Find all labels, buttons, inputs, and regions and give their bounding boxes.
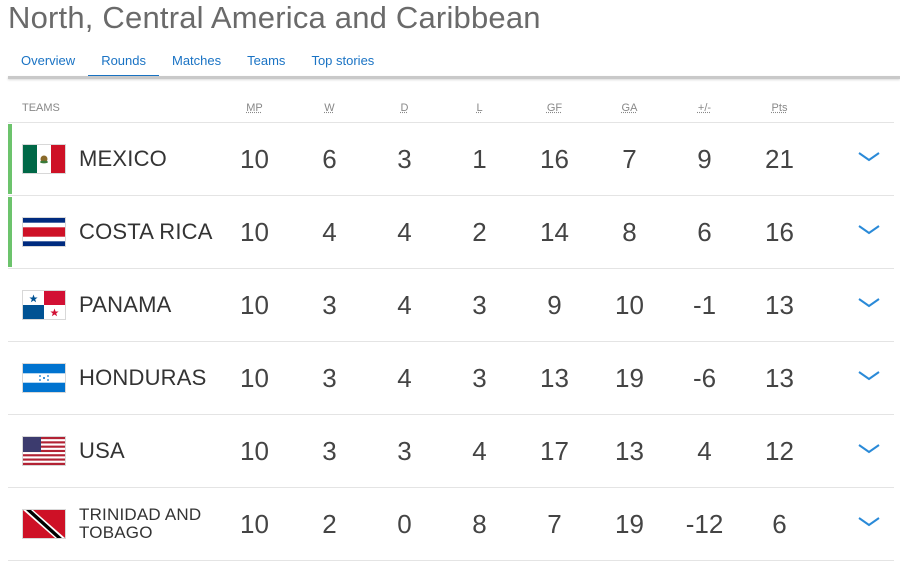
stat-gf: 9 xyxy=(547,289,562,320)
stat-pts: 13 xyxy=(765,289,794,320)
stat-ga: 10 xyxy=(615,289,644,320)
stat-gd: 9 xyxy=(697,143,712,174)
stat-mp: 10 xyxy=(240,289,269,320)
tab-teams[interactable]: Teams xyxy=(247,53,286,68)
stat-gf: 14 xyxy=(540,216,569,247)
stat-l: 3 xyxy=(472,362,487,393)
stat-d: 3 xyxy=(397,435,412,466)
stat-gf: 13 xyxy=(540,362,569,393)
stat-l: 1 xyxy=(472,143,487,174)
stat-gd: 4 xyxy=(697,435,712,466)
stat-mp: 10 xyxy=(240,216,269,247)
honduras-flag-icon xyxy=(23,364,65,392)
stat-ga: 13 xyxy=(615,435,644,466)
team-cell: TRINIDAD AND TOBAGO xyxy=(8,506,217,542)
stat-pts: 6 xyxy=(772,508,787,539)
header-l: L xyxy=(476,101,483,114)
panama-flag-icon xyxy=(23,291,65,319)
chevron-down-icon[interactable] xyxy=(858,441,880,457)
header-pts: Pts xyxy=(771,101,788,114)
stat-gf: 7 xyxy=(547,508,562,539)
table-row[interactable]: MEXICO 10 6 3 1 16 7 9 21 xyxy=(8,123,894,196)
team-name: TRINIDAD AND TOBAGO xyxy=(79,505,202,542)
qualified-indicator xyxy=(8,124,12,194)
stat-w: 3 xyxy=(322,289,337,320)
table-header: TEAMS MP W D L GF GA +/- Pts xyxy=(8,93,894,123)
stat-d: 3 xyxy=(397,143,412,174)
tab-rounds[interactable]: Rounds xyxy=(88,44,159,77)
header-teams: TEAMS xyxy=(22,101,60,114)
chevron-down-icon[interactable] xyxy=(858,295,880,311)
mexico-flag-icon xyxy=(23,145,65,173)
stat-mp: 10 xyxy=(240,143,269,174)
table-row[interactable]: USA 10 3 3 4 17 13 4 12 xyxy=(8,415,894,488)
team-name: USA xyxy=(79,438,125,463)
stat-gf: 16 xyxy=(540,143,569,174)
stat-pts: 21 xyxy=(765,143,794,174)
page-title: North, Central America and Caribbean xyxy=(8,0,541,35)
chevron-down-icon[interactable] xyxy=(858,149,880,165)
tab-overview[interactable]: Overview xyxy=(21,53,76,68)
stat-ga: 8 xyxy=(622,216,637,247)
table-row[interactable]: PANAMA 10 3 4 3 9 10 -1 13 xyxy=(8,269,894,342)
team-name: MEXICO xyxy=(79,146,167,171)
stat-w: 3 xyxy=(322,362,337,393)
team-name: COSTA RICA xyxy=(79,219,213,244)
team-cell: MEXICO xyxy=(8,145,217,173)
stat-mp: 10 xyxy=(240,435,269,466)
stat-ga: 7 xyxy=(622,143,637,174)
stat-gd: -12 xyxy=(685,508,724,539)
stat-w: 4 xyxy=(322,216,337,247)
stat-w: 2 xyxy=(322,508,337,539)
team-name: PANAMA xyxy=(79,292,172,317)
team-name: HONDURAS xyxy=(79,365,207,390)
stat-d: 4 xyxy=(397,362,412,393)
table-row[interactable]: TRINIDAD AND TOBAGO 10 2 0 8 7 19 -12 6 xyxy=(8,488,894,561)
tab-divider xyxy=(8,76,900,79)
stat-l: 3 xyxy=(472,289,487,320)
chevron-down-icon[interactable] xyxy=(858,514,880,530)
stat-d: 0 xyxy=(397,508,412,539)
table-row[interactable]: COSTA RICA 10 4 4 2 14 8 6 16 xyxy=(8,196,894,269)
team-cell: USA xyxy=(8,437,217,465)
chevron-down-icon[interactable] xyxy=(858,368,880,384)
header-ga: GA xyxy=(621,101,638,114)
stat-gd: -6 xyxy=(692,362,717,393)
team-cell: COSTA RICA xyxy=(8,218,217,246)
stat-d: 4 xyxy=(397,216,412,247)
chevron-down-icon[interactable] xyxy=(858,222,880,238)
stat-l: 2 xyxy=(472,216,487,247)
stat-pts: 13 xyxy=(765,362,794,393)
stat-gf: 17 xyxy=(540,435,569,466)
stat-mp: 10 xyxy=(240,508,269,539)
costa-rica-flag-icon xyxy=(23,218,65,246)
stat-gd: 6 xyxy=(697,216,712,247)
stat-ga: 19 xyxy=(615,362,644,393)
team-cell: HONDURAS xyxy=(8,364,217,392)
usa-flag-icon xyxy=(23,437,65,465)
trinidad-and-tobago-flag-icon xyxy=(23,510,65,538)
stat-d: 4 xyxy=(397,289,412,320)
tab-bar: Overview Rounds Matches Teams Top storie… xyxy=(8,44,387,77)
stat-w: 6 xyxy=(322,143,337,174)
standings-table: TEAMS MP W D L GF GA +/- Pts MEXICO 10 6… xyxy=(8,93,894,561)
table-row[interactable]: HONDURAS 10 3 4 3 13 19 -6 13 xyxy=(8,342,894,415)
tab-top-stories[interactable]: Top stories xyxy=(311,53,375,68)
stat-l: 8 xyxy=(472,508,487,539)
stat-ga: 19 xyxy=(615,508,644,539)
qualified-indicator xyxy=(8,197,12,267)
stat-mp: 10 xyxy=(240,362,269,393)
header-gf: GF xyxy=(546,101,563,114)
header-gd: +/- xyxy=(697,101,712,114)
stat-w: 3 xyxy=(322,435,337,466)
header-w: W xyxy=(324,101,335,114)
stat-gd: -1 xyxy=(692,289,717,320)
stat-pts: 16 xyxy=(765,216,794,247)
header-mp: MP xyxy=(246,101,263,114)
header-d: D xyxy=(400,101,409,114)
tab-matches[interactable]: Matches xyxy=(172,53,222,68)
stat-l: 4 xyxy=(472,435,487,466)
stat-pts: 12 xyxy=(765,435,794,466)
team-cell: PANAMA xyxy=(8,291,217,319)
